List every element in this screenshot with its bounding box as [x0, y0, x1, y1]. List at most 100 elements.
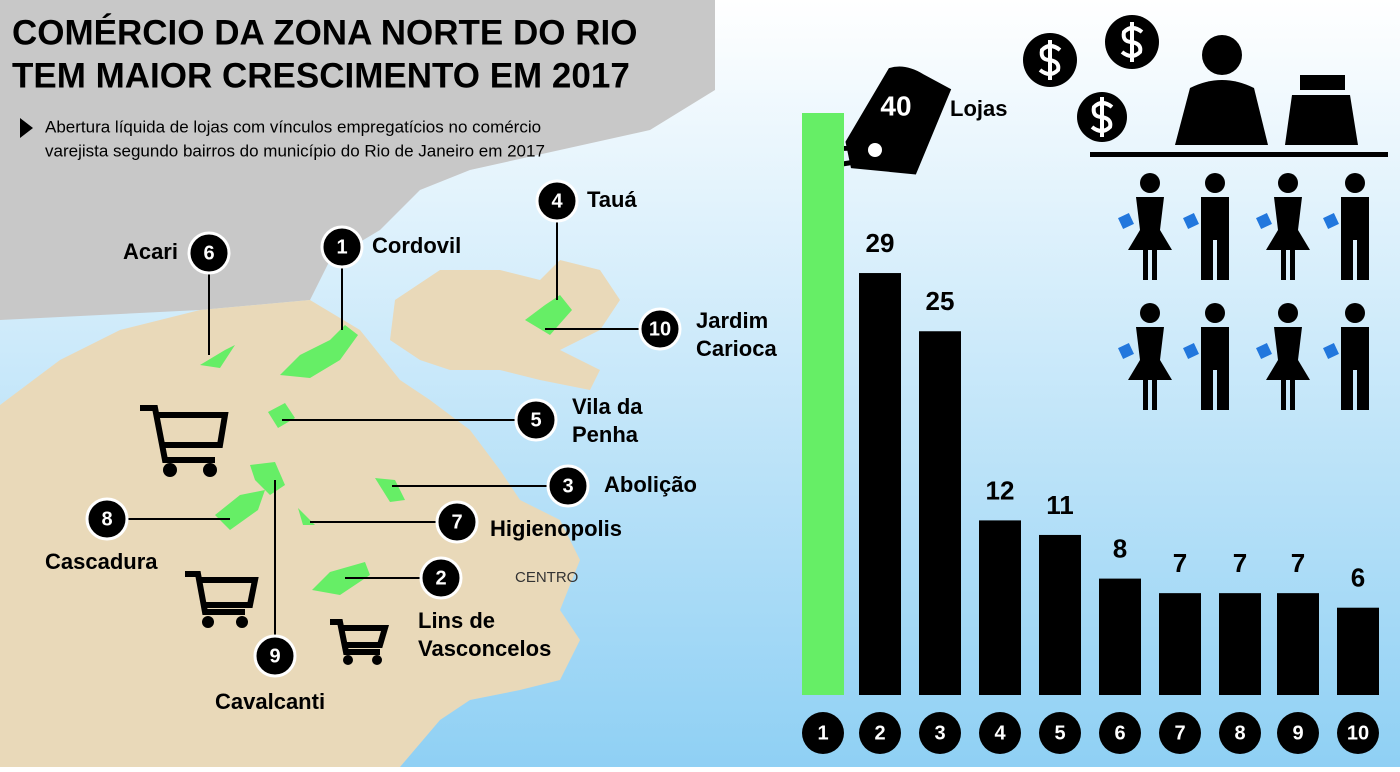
category-circle [1277, 712, 1319, 754]
category-label: 5 [1054, 722, 1065, 744]
marker-circle [85, 497, 129, 541]
category-circle [1337, 712, 1379, 754]
category-circle [1039, 712, 1081, 754]
category-circle [919, 712, 961, 754]
place-name: Penha [572, 422, 639, 447]
category-label: 8 [1234, 722, 1245, 744]
title-line: COMÉRCIO DA ZONA NORTE DO RIO [12, 12, 637, 52]
place-name: Acari [123, 239, 178, 264]
marker-number: 4 [551, 190, 563, 212]
patch [375, 478, 405, 502]
island [390, 260, 620, 390]
category-label: 3 [934, 722, 945, 744]
unit-label: Lojas [950, 96, 1007, 121]
cart [140, 405, 229, 463]
bar [919, 331, 961, 695]
category-label: 9 [1292, 722, 1303, 744]
person-body [1201, 327, 1229, 410]
bar [1337, 607, 1379, 695]
person-head [1140, 303, 1160, 323]
cart-wheels [163, 463, 382, 665]
marker-number: 8 [101, 508, 112, 530]
value-label: 7 [1291, 548, 1305, 578]
patch [250, 462, 285, 495]
person-head [1140, 173, 1160, 193]
tag-hole [868, 143, 882, 157]
bar [1219, 593, 1261, 695]
wheel [163, 463, 177, 477]
patch [200, 345, 235, 368]
bar [1159, 593, 1201, 695]
bar [859, 273, 901, 695]
place-name: Vasconcelos [418, 636, 551, 661]
people-icons [1118, 173, 1369, 410]
person-body [1128, 327, 1172, 410]
wheel [372, 655, 382, 665]
value-label: 7 [1233, 548, 1247, 578]
bullet [20, 118, 33, 138]
place-name: Tauá [587, 187, 637, 212]
place-name: Vila da [572, 394, 643, 419]
patch [525, 295, 572, 335]
category-label: 2 [874, 722, 885, 744]
person-head [1205, 303, 1225, 323]
bar [1099, 578, 1141, 695]
marker-circle [320, 225, 364, 269]
wheel [202, 616, 214, 628]
category-circle [1159, 712, 1201, 754]
marker-circle [514, 398, 558, 442]
cashier-head [1202, 35, 1242, 75]
wheel [343, 655, 353, 665]
cart-icons [140, 405, 390, 655]
category-label: 6 [1114, 722, 1125, 744]
category-circle [1219, 712, 1261, 754]
category-label: 10 [1347, 722, 1369, 744]
person-head [1205, 173, 1225, 193]
bar [1039, 534, 1081, 695]
patch [298, 508, 315, 525]
person-head [1278, 303, 1298, 323]
value-label: 12 [986, 475, 1015, 505]
symbol [1120, 22, 1144, 62]
person-body [1266, 327, 1310, 410]
marker-circle [638, 307, 682, 351]
place-name: Higienopolis [490, 516, 622, 541]
marker-number: 7 [451, 511, 462, 533]
category-label: 4 [994, 722, 1006, 744]
counter [1090, 152, 1388, 157]
person-card [1256, 343, 1272, 359]
value-label: 11 [1046, 490, 1074, 520]
place-name: Abolição [604, 472, 697, 497]
place-name: Carioca [696, 336, 777, 361]
category-circle [979, 712, 1021, 754]
marker-number: 10 [649, 318, 671, 340]
place-name: Lins de [418, 608, 495, 633]
marker-number: 1 [336, 236, 347, 258]
cart [330, 619, 390, 655]
marker-number: 6 [203, 242, 214, 264]
person-head [1278, 173, 1298, 193]
symbol [1038, 40, 1062, 80]
symbol [1090, 97, 1114, 137]
subtitle-line: varejista segundo bairros do município d… [45, 141, 545, 160]
place-name: Cordovil [372, 233, 461, 258]
category-circle [1099, 712, 1141, 754]
marker-number: 5 [530, 409, 541, 431]
category-label: 7 [1174, 722, 1185, 744]
person-card [1118, 213, 1134, 229]
value-label: 29 [866, 228, 895, 258]
mainland [0, 300, 580, 767]
person-body [1341, 327, 1369, 410]
place-name: Jardim [696, 308, 768, 333]
value-label: 40 [880, 90, 911, 121]
value-label: 25 [926, 286, 955, 316]
bar [979, 520, 1021, 695]
person-body [1266, 197, 1310, 280]
person-card [1323, 343, 1339, 359]
header-icons [1023, 15, 1388, 157]
marker-number: 9 [269, 645, 280, 667]
person-card [1323, 213, 1339, 229]
category-label: 1 [817, 722, 828, 744]
